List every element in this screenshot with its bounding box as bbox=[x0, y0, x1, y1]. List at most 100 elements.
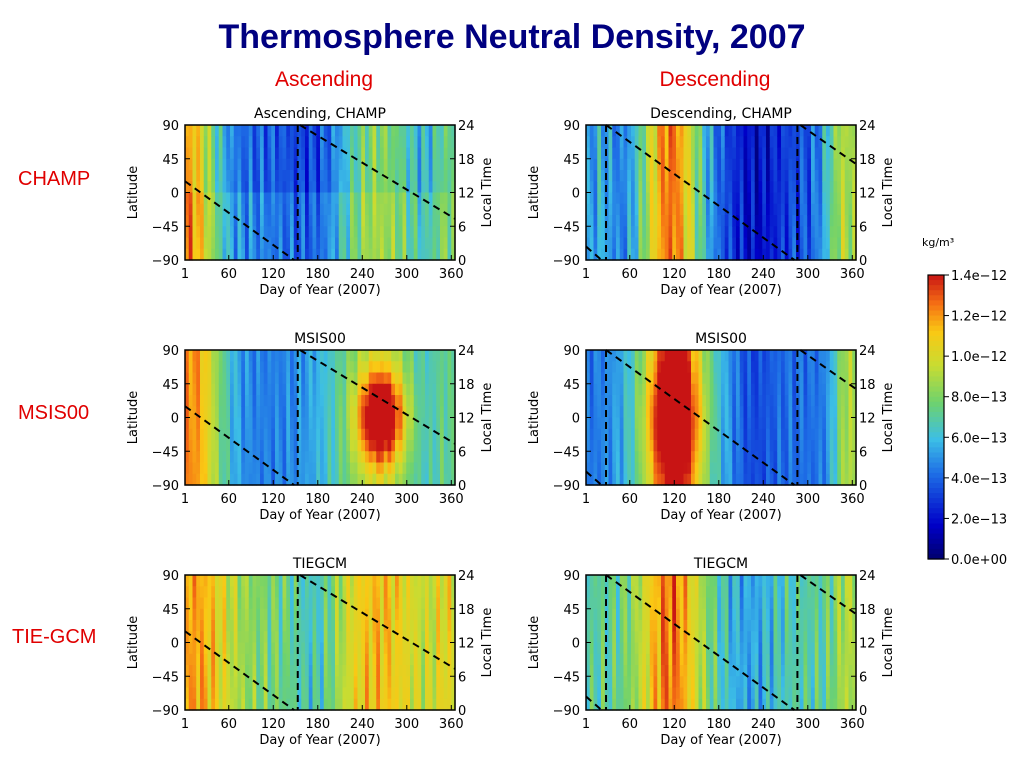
heatmap-cell bbox=[672, 451, 677, 464]
heatmap-cell bbox=[822, 440, 827, 452]
heatmap-cell bbox=[713, 215, 718, 227]
heatmap-cell bbox=[601, 158, 606, 171]
heatmap-cell bbox=[698, 440, 703, 452]
heatmap-cell bbox=[597, 372, 602, 385]
heatmap-cell bbox=[297, 451, 302, 464]
heatmap-cell bbox=[338, 676, 344, 689]
heatmap-cell bbox=[818, 170, 823, 182]
heatmap-cell bbox=[188, 372, 194, 385]
heatmap-cell bbox=[432, 383, 437, 396]
heatmap-cell bbox=[398, 473, 404, 486]
heatmap-cell bbox=[293, 170, 299, 182]
heatmap-cell bbox=[601, 147, 606, 160]
heatmap-cell bbox=[410, 215, 415, 227]
heatmap-cell bbox=[676, 597, 681, 610]
heatmap-cell bbox=[432, 417, 437, 430]
heatmap-cell bbox=[230, 440, 235, 452]
heatmap-cell bbox=[739, 473, 745, 486]
heatmap-cell bbox=[305, 372, 310, 385]
heatmap-cell bbox=[275, 575, 280, 587]
x-tick-label: 300 bbox=[394, 267, 419, 282]
heatmap-cell bbox=[664, 676, 670, 689]
heatmap-cell bbox=[664, 237, 670, 250]
heatmap-cell bbox=[260, 440, 265, 452]
heatmap-cell bbox=[646, 125, 651, 137]
heatmap-cell bbox=[713, 170, 718, 182]
heatmap-cell bbox=[267, 192, 272, 205]
heatmap-cell bbox=[241, 361, 246, 374]
heatmap-cell bbox=[706, 203, 711, 216]
heatmap-cell bbox=[736, 451, 741, 464]
heatmap-cell bbox=[316, 237, 321, 250]
heatmap-cell bbox=[833, 125, 838, 137]
heatmap-cell bbox=[361, 642, 366, 655]
heatmap-cell bbox=[391, 653, 396, 666]
heatmap-cell bbox=[657, 361, 662, 374]
heatmap-cell bbox=[758, 372, 763, 385]
heatmap-cell bbox=[668, 428, 673, 441]
heatmap-cell bbox=[691, 417, 696, 430]
heatmap-cell bbox=[271, 620, 276, 632]
heatmap-cell bbox=[751, 237, 756, 250]
heatmap-cell bbox=[196, 248, 201, 261]
heatmap-cell bbox=[282, 147, 287, 160]
heatmap-cell bbox=[661, 248, 666, 261]
heatmap-cell bbox=[698, 462, 703, 475]
heatmap-cell bbox=[383, 698, 389, 711]
heatmap-cell bbox=[421, 158, 426, 171]
heatmap-cell bbox=[638, 451, 643, 464]
heatmap-cell bbox=[218, 395, 224, 407]
heatmap-cell bbox=[664, 215, 670, 227]
heatmap-cell bbox=[627, 451, 632, 464]
heatmap-cell bbox=[215, 192, 220, 205]
heatmap-cell bbox=[751, 473, 756, 486]
heatmap-cell bbox=[841, 136, 846, 149]
heatmap-cell bbox=[784, 192, 790, 205]
heatmap-cell bbox=[312, 620, 317, 632]
heatmap-cell bbox=[833, 170, 838, 182]
heatmap-cell bbox=[353, 226, 359, 239]
heatmap-cell bbox=[668, 158, 673, 171]
heatmap-cell bbox=[672, 608, 677, 621]
heatmap-cell bbox=[736, 417, 741, 430]
heatmap-cell bbox=[706, 181, 711, 194]
heatmap-cell bbox=[781, 440, 786, 452]
heatmap-cell bbox=[687, 631, 692, 644]
heatmap-cell bbox=[597, 653, 602, 666]
heatmap-cell bbox=[762, 428, 767, 441]
heatmap-cell bbox=[747, 462, 752, 475]
heatmap-cell bbox=[706, 473, 711, 486]
heatmap-cell bbox=[709, 147, 715, 160]
heatmap-cell bbox=[709, 192, 715, 205]
heatmap-cell bbox=[380, 428, 385, 441]
heatmap-cell bbox=[653, 372, 658, 385]
heatmap-cell bbox=[814, 383, 820, 396]
heatmap-cell bbox=[308, 192, 314, 205]
heatmap-cell bbox=[406, 597, 411, 610]
heatmap-cell bbox=[747, 136, 752, 149]
heatmap-cell bbox=[252, 192, 257, 205]
heatmap-cell bbox=[679, 642, 685, 655]
heatmap-cell bbox=[361, 676, 366, 689]
heatmap-cell bbox=[631, 226, 636, 239]
heatmap-cell bbox=[754, 181, 760, 194]
heatmap-cell bbox=[245, 608, 250, 621]
heatmap-cell bbox=[803, 248, 808, 261]
heatmap-cell bbox=[852, 462, 857, 475]
heatmap-cell bbox=[278, 417, 284, 430]
heatmap-cell bbox=[406, 248, 411, 261]
heatmap-cell bbox=[724, 620, 730, 632]
heatmap-cell bbox=[829, 215, 835, 227]
heatmap-cell bbox=[331, 125, 336, 137]
heatmap-cell bbox=[357, 440, 362, 452]
heatmap-cell bbox=[275, 620, 280, 632]
heatmap-cell bbox=[215, 181, 220, 194]
heatmap-cell bbox=[297, 350, 302, 362]
heatmap-cell bbox=[608, 440, 613, 452]
heatmap-cell bbox=[398, 136, 404, 149]
heatmap-cell bbox=[619, 170, 625, 182]
heatmap-cell bbox=[230, 586, 235, 599]
heatmap-cell bbox=[185, 451, 190, 464]
heatmap-cell bbox=[252, 462, 257, 475]
heatmap-cell bbox=[353, 608, 359, 621]
